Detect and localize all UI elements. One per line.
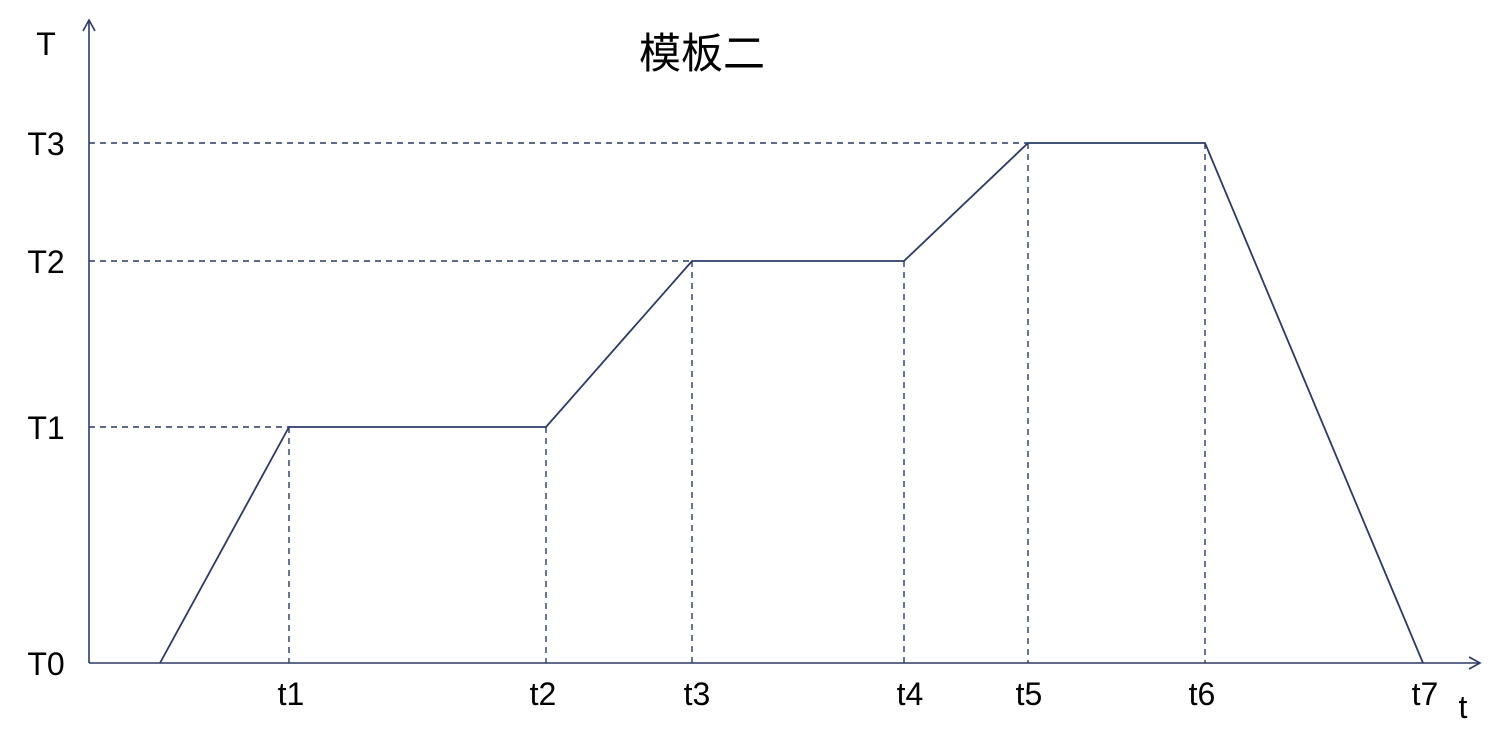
x-mark-t3: t3 xyxy=(684,676,711,712)
vertical-guides xyxy=(288,143,1206,663)
x-mark-t2: t2 xyxy=(530,676,557,712)
y-level-T0: T0 xyxy=(27,646,64,682)
horizontal-guides xyxy=(89,142,1028,428)
x-mark-t7: t7 xyxy=(1412,676,1439,712)
y-axis-label: T xyxy=(36,26,56,62)
diagram-title: 模板二 xyxy=(639,29,765,78)
y-level-T2: T2 xyxy=(27,244,64,280)
x-mark-t6: t6 xyxy=(1189,676,1216,712)
x-mark-t1: t1 xyxy=(278,676,305,712)
y-level-T3: T3 xyxy=(27,126,64,162)
x-mark-t4: t4 xyxy=(897,676,924,712)
x-axis-label: t xyxy=(1459,689,1468,725)
temperature-profile-line xyxy=(159,142,1424,664)
y-level-T1: T1 xyxy=(27,410,64,446)
x-mark-t5: t5 xyxy=(1016,676,1043,712)
